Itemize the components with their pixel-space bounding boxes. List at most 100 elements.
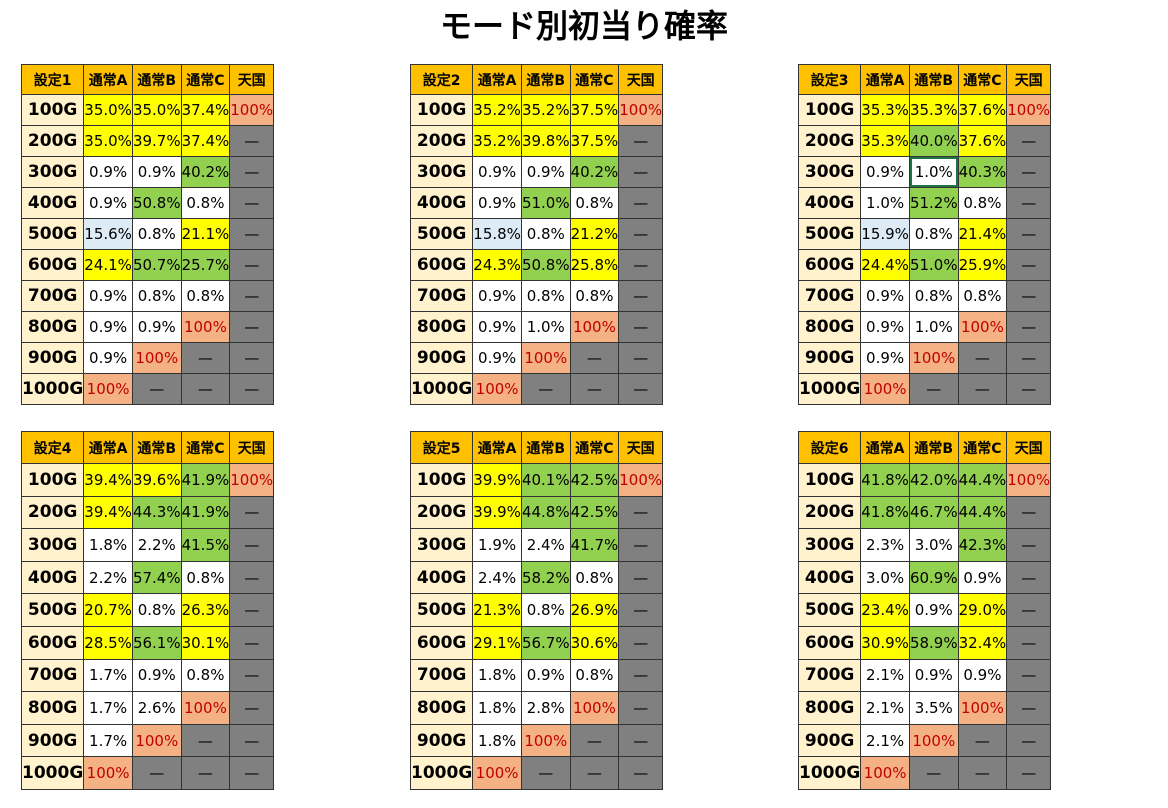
probability-cell: — xyxy=(229,218,275,250)
row-label: 100G xyxy=(20,463,85,497)
column-header: 通常B xyxy=(520,431,571,464)
table-row: 100G 35.0% 35.0% 37.4% 100% xyxy=(20,94,275,126)
probability-cell: 24.1% xyxy=(83,249,133,281)
probability-cell: — xyxy=(229,723,275,758)
probability-cell: — xyxy=(229,187,275,219)
probability-cell: 1.7% xyxy=(83,658,133,693)
probability-cell: 41.8% xyxy=(860,463,910,497)
probability-cell: 0.9% xyxy=(83,156,133,188)
probability-cell: — xyxy=(618,125,664,157)
row-label: 300G xyxy=(797,528,862,562)
row-label: 900G xyxy=(409,342,474,374)
probability-cell: — xyxy=(229,756,275,790)
row-label: 100G xyxy=(797,94,862,126)
row-label: 1000G xyxy=(797,756,862,790)
row-label: 500G xyxy=(797,218,862,250)
probability-cell: — xyxy=(618,560,664,595)
row-label: 200G xyxy=(797,125,862,157)
table-row: 300G 0.9% 0.9% 40.2% — xyxy=(20,156,275,188)
row-label: 600G xyxy=(20,625,85,660)
probability-cell: — xyxy=(957,342,1008,374)
table-row: 1000G 100% — — — xyxy=(20,756,275,790)
row-label: 1000G xyxy=(409,756,474,790)
probability-cell: 44.4% xyxy=(957,495,1008,530)
probability-cell: 100% xyxy=(520,342,571,374)
table-row: 100G 41.8% 42.0% 44.4% 100% xyxy=(797,463,1052,497)
probability-cell: 0.8% xyxy=(180,560,231,595)
probability-cell: 1.8% xyxy=(472,691,522,725)
probability-cell: 0.9% xyxy=(860,156,910,188)
row-label: 300G xyxy=(409,156,474,188)
row-label: 400G xyxy=(797,187,862,219)
probability-cell: 100% xyxy=(472,756,522,790)
table-row: 100G 35.2% 35.2% 37.5% 100% xyxy=(409,94,664,126)
probability-cell: — xyxy=(569,723,620,758)
table-row: 500G 20.7% 0.8% 26.3% — xyxy=(20,593,275,627)
probability-cell: 30.9% xyxy=(860,625,910,660)
probability-cell: 41.5% xyxy=(180,528,231,562)
probability-cell: 0.8% xyxy=(131,593,182,627)
probability-cell: 100% xyxy=(180,311,231,343)
column-header: 天国 xyxy=(618,431,664,464)
column-header: 通常A xyxy=(83,431,133,464)
setting-label: 設定6 xyxy=(797,431,862,464)
probability-cell: 0.8% xyxy=(957,280,1008,312)
setting-label: 設定3 xyxy=(797,64,862,95)
column-header: 通常A xyxy=(860,431,910,464)
setting-label: 設定5 xyxy=(409,431,474,464)
probability-cell: 40.0% xyxy=(908,125,959,157)
table-row: 200G 39.4% 44.3% 41.9% — xyxy=(20,495,275,530)
probability-cell: — xyxy=(1006,187,1052,219)
row-label: 600G xyxy=(409,625,474,660)
probability-cell: — xyxy=(229,373,275,405)
probability-cell: 0.8% xyxy=(131,218,182,250)
probability-cell: — xyxy=(908,373,959,405)
probability-cell: 32.4% xyxy=(957,625,1008,660)
column-header: 通常B xyxy=(908,64,959,95)
probability-cell: 41.9% xyxy=(180,495,231,530)
probability-cell: 51.0% xyxy=(520,187,571,219)
probability-cell: — xyxy=(1006,528,1052,562)
mode-table-setting-3: 設定3 通常A 通常B 通常C 天国 100G 35.3% 35.3% 37.6% 100% 200… xyxy=(797,64,1052,405)
row-label: 300G xyxy=(20,156,85,188)
row-label: 700G xyxy=(797,658,862,693)
row-label: 1000G xyxy=(409,373,474,405)
probability-cell: — xyxy=(1006,495,1052,530)
row-label: 800G xyxy=(20,691,85,725)
probability-cell: 37.5% xyxy=(569,125,620,157)
probability-cell: 39.9% xyxy=(472,495,522,530)
column-header: 通常C xyxy=(180,64,231,95)
probability-cell: 37.5% xyxy=(569,94,620,126)
probability-cell: 0.9% xyxy=(520,658,571,693)
probability-cell: 50.7% xyxy=(131,249,182,281)
column-header: 通常C xyxy=(569,64,620,95)
probability-cell: — xyxy=(957,373,1008,405)
probability-cell: 2.1% xyxy=(860,691,910,725)
probability-cell: — xyxy=(618,342,664,374)
probability-cell: 1.8% xyxy=(472,658,522,693)
probability-cell: — xyxy=(569,756,620,790)
row-label: 700G xyxy=(409,658,474,693)
probability-cell: 37.6% xyxy=(957,125,1008,157)
table-row: 700G 1.8% 0.9% 0.8% — xyxy=(409,658,664,693)
probability-cell: 30.1% xyxy=(180,625,231,660)
probability-cell: 51.2% xyxy=(908,187,959,219)
probability-cell: 0.8% xyxy=(569,658,620,693)
mode-table-setting-2: 設定2 通常A 通常B 通常C 天国 100G 35.2% 35.2% 37.5% 100% 200… xyxy=(409,64,664,405)
probability-cell: 29.1% xyxy=(472,625,522,660)
table-row: 800G 1.8% 2.8% 100% — xyxy=(409,691,664,725)
table-row: 1000G 100% — — — xyxy=(797,373,1052,405)
probability-cell: 20.7% xyxy=(83,593,133,627)
probability-cell: 21.4% xyxy=(957,218,1008,250)
table-row: 300G 2.3% 3.0% 42.3% — xyxy=(797,528,1052,562)
probability-cell: 2.1% xyxy=(860,658,910,693)
column-header: 通常B xyxy=(131,64,182,95)
table-row: 200G 35.3% 40.0% 37.6% — xyxy=(797,125,1052,157)
probability-cell: 46.7% xyxy=(908,495,959,530)
mode-table-setting-1: 設定1 通常A 通常B 通常C 天国 100G 35.0% 35.0% 37.4% 100% 200… xyxy=(20,64,275,405)
probability-cell: — xyxy=(229,528,275,562)
probability-cell: 100% xyxy=(860,373,910,405)
probability-cell: 2.4% xyxy=(472,560,522,595)
row-label: 500G xyxy=(409,593,474,627)
probability-cell: — xyxy=(229,691,275,725)
